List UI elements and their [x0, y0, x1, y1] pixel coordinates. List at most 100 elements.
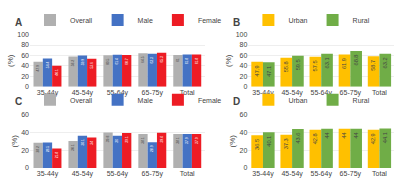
svg-text:80: 80 [240, 41, 248, 48]
svg-text:Overall: Overall [70, 17, 93, 24]
svg-text:61.8: 61.8 [185, 58, 189, 65]
svg-text:20: 20 [240, 147, 248, 154]
svg-text:53.6: 53.6 [90, 62, 94, 69]
svg-text:40: 40 [21, 129, 29, 136]
svg-text:35-44y: 35-44y [36, 88, 59, 96]
svg-text:59.9: 59.9 [81, 59, 85, 66]
svg-text:(%): (%) [224, 54, 233, 67]
svg-text:Female: Female [198, 97, 221, 104]
svg-text:42.8: 42.8 [312, 133, 318, 144]
svg-text:B: B [233, 17, 240, 28]
svg-text:65.3: 65.3 [160, 56, 164, 63]
svg-text:100: 100 [17, 31, 29, 38]
svg-text:Total: Total [372, 89, 387, 96]
svg-text:39.8: 39.8 [106, 136, 110, 143]
svg-text:44: 44 [353, 132, 359, 138]
svg-text:44: 44 [341, 132, 347, 138]
svg-text:0: 0 [243, 83, 247, 90]
svg-text:A: A [15, 17, 22, 28]
svg-text:44: 44 [324, 132, 330, 138]
svg-text:42.9: 42.9 [370, 133, 376, 144]
svg-text:58.7: 58.7 [370, 60, 376, 71]
svg-text:20: 20 [21, 147, 29, 154]
svg-text:58.2: 58.2 [71, 60, 75, 67]
svg-text:36.1: 36.1 [81, 139, 85, 146]
svg-text:40: 40 [240, 62, 248, 69]
svg-text:54.4: 54.4 [46, 62, 50, 69]
svg-text:61: 61 [176, 58, 180, 62]
svg-text:36.5: 36.5 [254, 139, 260, 150]
svg-text:60: 60 [240, 111, 248, 118]
svg-text:37.9: 37.9 [195, 137, 199, 144]
svg-text:40: 40 [21, 62, 29, 69]
svg-text:Rural: Rural [353, 17, 370, 24]
svg-text:47.1: 47.1 [266, 66, 272, 77]
svg-text:(%): (%) [10, 135, 19, 148]
svg-text:28.9: 28.9 [150, 145, 154, 152]
svg-text:65-75y: 65-75y [142, 170, 164, 178]
svg-text:65-75y: 65-75y [340, 170, 362, 178]
svg-text:43.6: 43.6 [295, 133, 301, 144]
svg-text:55-64y: 55-64y [310, 170, 332, 178]
svg-text:40: 40 [240, 129, 248, 136]
svg-text:28.5: 28.5 [46, 146, 50, 153]
svg-text:30.1: 30.1 [71, 144, 75, 151]
svg-text:47.9: 47.9 [254, 65, 260, 76]
svg-text:55-64y: 55-64y [107, 170, 129, 178]
svg-text:37.3: 37.3 [283, 138, 289, 149]
svg-text:64.5: 64.5 [141, 56, 145, 63]
svg-text:61.8: 61.8 [195, 58, 199, 65]
svg-text:61.4: 61.4 [115, 58, 119, 65]
svg-text:60: 60 [240, 52, 248, 59]
svg-text:(%): (%) [6, 54, 15, 67]
svg-text:Urban: Urban [288, 17, 307, 24]
svg-text:63.2: 63.2 [382, 57, 388, 68]
svg-text:Total: Total [180, 170, 195, 177]
svg-text:45-54y: 45-54y [72, 170, 94, 178]
svg-text:C: C [15, 96, 22, 107]
svg-text:Male: Male [138, 17, 153, 24]
svg-text:39.4: 39.4 [160, 136, 164, 143]
svg-text:60: 60 [21, 52, 29, 59]
svg-text:55.8: 55.8 [283, 61, 289, 72]
svg-text:21.8: 21.8 [55, 152, 59, 159]
svg-text:Total: Total [372, 170, 387, 177]
svg-text:37.9: 37.9 [185, 137, 189, 144]
svg-text:0: 0 [25, 164, 29, 171]
svg-text:0: 0 [243, 164, 247, 171]
svg-text:80: 80 [21, 41, 29, 48]
svg-text:60.7: 60.7 [125, 58, 129, 65]
svg-text:44.1: 44.1 [382, 132, 388, 143]
svg-text:Overall: Overall [70, 97, 93, 104]
svg-text:45-54y: 45-54y [281, 170, 303, 178]
svg-text:61.9: 61.9 [341, 58, 347, 69]
svg-text:38.1: 38.1 [141, 137, 145, 144]
svg-text:35-44y: 35-44y [37, 170, 59, 178]
svg-text:20: 20 [21, 73, 29, 80]
svg-text:0: 0 [25, 83, 29, 90]
svg-text:Female: Female [198, 17, 221, 24]
svg-text:28.2: 28.2 [36, 146, 40, 153]
svg-text:D: D [233, 96, 240, 107]
svg-text:60.5: 60.5 [106, 58, 110, 65]
svg-text:Rural: Rural [353, 97, 370, 104]
svg-text:47.9: 47.9 [36, 65, 40, 72]
svg-text:39.1: 39.1 [125, 136, 129, 143]
svg-text:35-44y: 35-44y [252, 170, 274, 178]
svg-text:60: 60 [21, 111, 29, 118]
svg-text:(%): (%) [228, 135, 237, 148]
svg-text:40.1: 40.1 [266, 136, 272, 147]
svg-text:Male: Male [138, 97, 153, 104]
svg-text:57.5: 57.5 [312, 60, 318, 71]
svg-text:68.8: 68.8 [353, 55, 359, 66]
svg-text:38.1: 38.1 [176, 137, 180, 144]
svg-text:34: 34 [90, 141, 94, 145]
svg-text:63.3: 63.3 [150, 57, 154, 64]
svg-text:36: 36 [115, 139, 119, 143]
svg-text:40.1: 40.1 [55, 69, 59, 76]
svg-text:100: 100 [236, 31, 248, 38]
svg-text:59.5: 59.5 [295, 59, 301, 70]
svg-text:20: 20 [240, 73, 248, 80]
svg-text:Urban: Urban [288, 97, 307, 104]
svg-text:63.1: 63.1 [324, 57, 330, 68]
